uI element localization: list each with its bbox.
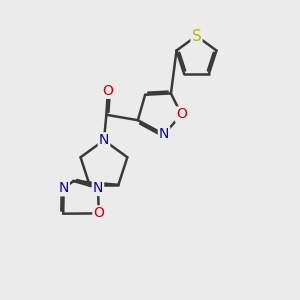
Text: N: N (93, 181, 103, 195)
Text: O: O (93, 206, 104, 220)
Text: N: N (58, 181, 69, 195)
Text: O: O (102, 84, 113, 98)
Text: N: N (99, 133, 109, 147)
Text: O: O (176, 107, 187, 122)
Text: N: N (159, 128, 169, 141)
Text: S: S (192, 28, 201, 44)
